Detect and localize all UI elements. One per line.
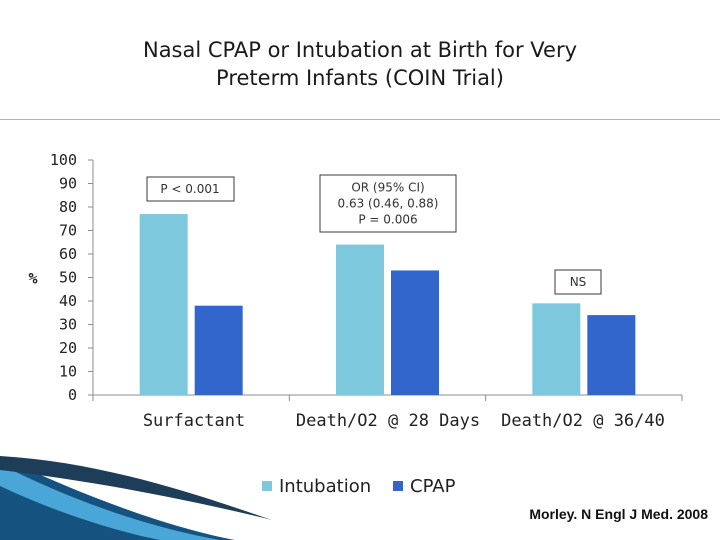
legend: Intubation CPAP bbox=[262, 476, 456, 497]
y-tick-label: 30 bbox=[59, 316, 77, 334]
y-tick-label: 10 bbox=[59, 363, 77, 381]
annotation-text: P < 0.001 bbox=[160, 182, 219, 196]
y-axis-label: % bbox=[28, 270, 37, 288]
decorative-swoosh bbox=[0, 456, 272, 540]
y-tick-label: 70 bbox=[59, 222, 77, 240]
citation: Morley. N Engl J Med. 2008 bbox=[529, 506, 708, 522]
y-tick-label: 50 bbox=[59, 269, 77, 287]
y-tick-label: 60 bbox=[59, 245, 77, 263]
y-tick-label: 40 bbox=[59, 292, 77, 310]
bar-intubation bbox=[139, 214, 188, 395]
category-label: Surfactant bbox=[143, 411, 245, 431]
annotation-text: NS bbox=[570, 275, 587, 289]
legend-label: CPAP bbox=[410, 476, 456, 497]
bar-cpap bbox=[194, 305, 243, 395]
bars bbox=[139, 214, 636, 395]
title-line-2: Preterm Infants (COIN Trial) bbox=[216, 66, 504, 90]
y-tick-label: 80 bbox=[59, 198, 77, 216]
annotations: P < 0.001 OR (95% CI) 0.63 (0.46, 0.88) P =… bbox=[146, 174, 602, 295]
title-divider bbox=[0, 119, 720, 120]
legend-swatch-intubation bbox=[262, 481, 272, 491]
bar-intubation bbox=[532, 303, 581, 395]
chart-title: Nasal CPAP or Intubation at Birth for Ve… bbox=[0, 36, 720, 92]
title-line-1: Nasal CPAP or Intubation at Birth for Ve… bbox=[142, 38, 578, 62]
y-tick-label: 0 bbox=[68, 386, 77, 404]
category-label: Death/O2 @ 28 Days bbox=[296, 411, 480, 431]
annotation-text: 0.63 (0.46, 0.88) bbox=[338, 197, 439, 211]
legend-label: Intubation bbox=[279, 476, 371, 497]
swoosh-highlight bbox=[0, 456, 272, 520]
annotation-box bbox=[554, 269, 602, 295]
bar-intubation bbox=[336, 244, 384, 395]
annotation-text: P = 0.006 bbox=[358, 213, 417, 227]
swoosh-light-band bbox=[0, 464, 220, 540]
y-tick-label: 90 bbox=[59, 175, 77, 193]
annotation-text: OR (95% CI) bbox=[351, 181, 424, 195]
legend-swatch-cpap bbox=[393, 481, 403, 491]
swoosh-dark-band bbox=[0, 456, 235, 540]
y-tick-label: 100 bbox=[50, 151, 77, 169]
bar-cpap bbox=[391, 270, 439, 395]
y-tick-label: 20 bbox=[59, 339, 77, 357]
annotation-box bbox=[319, 174, 457, 233]
annotation-box bbox=[146, 176, 235, 202]
bar-cpap bbox=[587, 315, 636, 395]
axes: 0 10 20 30 40 50 60 70 80 90 100% Surfactant Death/O… bbox=[28, 151, 683, 431]
category-label: Death/O2 @ 36/40 bbox=[501, 411, 665, 431]
